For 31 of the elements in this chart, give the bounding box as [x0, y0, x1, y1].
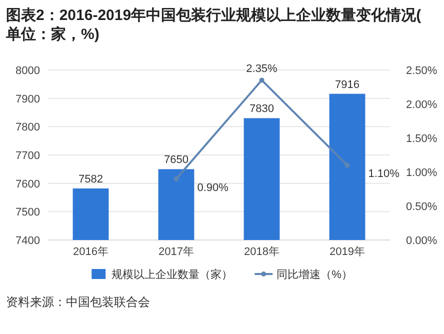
y2-tick-label: 1.00%	[406, 167, 438, 179]
data-label: 7582	[78, 173, 103, 186]
text: 资料来源：中国包装联合会	[6, 295, 150, 309]
y2-tick-label: 1.50%	[406, 133, 438, 145]
y-tick-label: 7400	[16, 235, 40, 247]
point	[344, 162, 350, 168]
legend-label: 规模以上企业数量（家）	[112, 268, 233, 281]
chart-title: 图表2：2016-2019年中国包装行业规模以上企业数量变化情况(单位：家，%)	[5, 6, 422, 43]
y-tick-label: 8000	[16, 65, 40, 77]
y-tick-label: 7900	[16, 93, 40, 106]
data-label: 7830	[250, 103, 274, 116]
point	[259, 78, 264, 83]
y-tick-label: 7800	[16, 122, 40, 134]
data-label: 1.10%	[368, 168, 400, 180]
data-label: 0.90%	[197, 182, 229, 194]
point	[174, 176, 179, 182]
y2-tick-label: 0.00%	[406, 235, 438, 247]
data-label: 2.35%	[246, 63, 278, 76]
y2-tick-label: 2.00%	[406, 99, 438, 111]
y-tick-label: 7600	[16, 178, 40, 190]
y-tick-label: 7700	[16, 150, 40, 162]
y2-tick-label: 2.50%	[406, 65, 438, 77]
legend-label: 同比增速（%）	[276, 268, 352, 281]
y2-tick-label: 0.50%	[406, 201, 438, 213]
x-tick-label: 2017年	[158, 246, 194, 258]
y-tick-label: 7500	[16, 206, 40, 219]
data-label: 7650	[164, 154, 188, 166]
x-tick-label: 2018年	[244, 246, 280, 258]
x-tick-label: 2019年	[330, 246, 365, 258]
x-tick-label: 2016年	[73, 246, 108, 258]
data-label: 7916	[335, 78, 360, 91]
